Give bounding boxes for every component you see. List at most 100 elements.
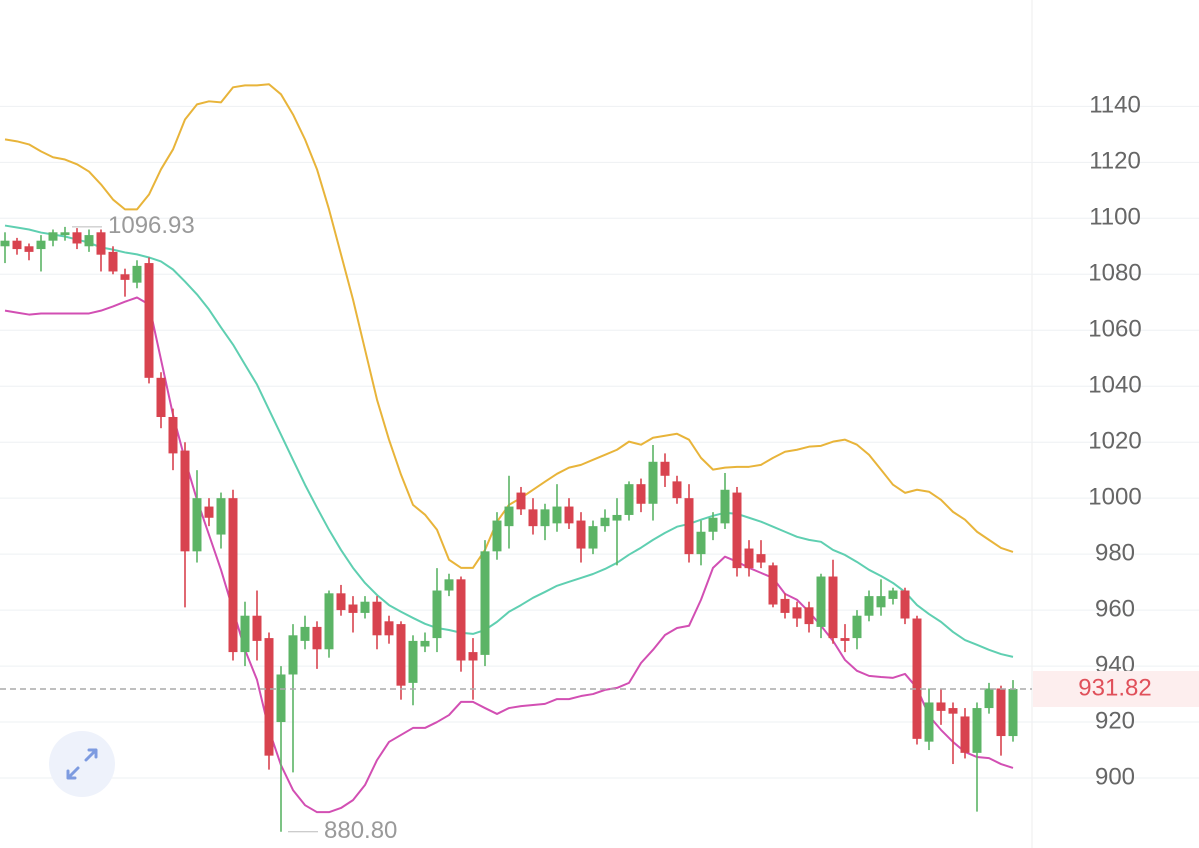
candle-body [360, 601, 370, 613]
candle-body [984, 688, 994, 709]
candle-body [852, 615, 862, 639]
last-price-label: 931.82 [1078, 674, 1151, 701]
candle-body [0, 240, 10, 247]
candle-body [372, 601, 382, 636]
candle-body [300, 626, 310, 641]
y-tick-label: 980 [1095, 539, 1135, 566]
candle-body [276, 674, 286, 723]
candle-body [924, 702, 934, 742]
candle-body [444, 579, 454, 591]
candle-body [840, 638, 850, 641]
candle-body [468, 652, 478, 661]
zoom-arrow [66, 766, 80, 780]
candle-body [792, 607, 802, 619]
candle-body [84, 235, 94, 247]
candle-body [408, 640, 418, 683]
candle-body [492, 520, 502, 552]
y-tick-label: 1020 [1088, 428, 1141, 455]
zoom-button-bg[interactable] [49, 731, 115, 797]
candle-body [960, 716, 970, 753]
y-tick-label: 1140 [1089, 92, 1141, 119]
candle-body [552, 506, 562, 524]
candle-body [708, 517, 718, 532]
zoom-button[interactable] [49, 731, 115, 797]
candle-body [228, 498, 238, 653]
candles [0, 226, 1018, 832]
candle-body [912, 618, 922, 739]
candle-body [684, 498, 694, 555]
y-tick-label: 1080 [1088, 260, 1141, 287]
candle-body [672, 481, 682, 499]
candle-body [72, 232, 82, 244]
candle-body [60, 232, 70, 236]
candle-body [864, 596, 874, 616]
candle-body [828, 576, 838, 639]
candle-body [660, 461, 670, 476]
candle-body [588, 526, 598, 549]
y-tick-label: 960 [1095, 595, 1135, 622]
candle-body [528, 509, 538, 527]
candle-body [456, 579, 466, 661]
bands [4, 83, 1014, 814]
candle-body [876, 596, 886, 608]
last-price-box [1033, 670, 1199, 707]
candle-body [636, 484, 646, 504]
candle-body [576, 520, 586, 549]
candle-body [732, 492, 742, 569]
candle-body [564, 506, 574, 524]
candle-body [24, 246, 34, 252]
candle-body [168, 417, 178, 454]
y-tick-label: 1120 [1089, 148, 1141, 175]
candle-body [972, 708, 982, 753]
candle-body [612, 514, 622, 521]
candle-body [204, 506, 214, 518]
candle-body [132, 265, 142, 283]
candle-body [480, 551, 490, 655]
candle-body [108, 251, 118, 272]
candle-body [1008, 688, 1018, 737]
band-line [4, 296, 1014, 814]
candle-body [120, 274, 130, 280]
band-line [4, 224, 1014, 658]
candle-body [720, 489, 730, 524]
candle-body [948, 708, 958, 714]
candle-body [348, 604, 358, 613]
candle-body [192, 498, 202, 552]
y-tick-label: 1060 [1088, 316, 1141, 343]
annotation-label: 880.80 [324, 817, 397, 844]
zoom-arrow [84, 748, 98, 762]
candle-body [996, 688, 1006, 737]
candle-body [504, 506, 514, 527]
annotation-label: 1096.93 [108, 212, 195, 239]
candle-body [804, 607, 814, 625]
candle-body [816, 576, 826, 627]
candle-body [936, 702, 946, 711]
candle-body [384, 621, 394, 636]
candle-body [144, 263, 154, 378]
candle-body [36, 240, 46, 250]
candle-body [648, 461, 658, 504]
y-tick-label: 1100 [1089, 204, 1141, 231]
candle-body [540, 509, 550, 527]
y-tick-label: 1000 [1088, 484, 1141, 511]
candle-body [156, 377, 166, 418]
candle-body [312, 626, 322, 650]
candle-body [396, 624, 406, 686]
candle-body [624, 484, 634, 515]
candle-body [288, 635, 298, 675]
candle-body [216, 498, 226, 535]
y-tick-label: 1040 [1088, 372, 1141, 399]
y-tick-label: 900 [1095, 763, 1135, 790]
candle-body [240, 615, 250, 653]
candle-body [780, 598, 790, 613]
candle-body [888, 590, 898, 599]
candle-body [756, 554, 766, 563]
candle-body [12, 240, 22, 250]
candle-body [96, 232, 106, 255]
candle-body [180, 450, 190, 552]
candle-body [744, 548, 754, 569]
grid: 9009209409609801000102010401060108011001… [0, 92, 1199, 790]
candle-body [336, 593, 346, 611]
